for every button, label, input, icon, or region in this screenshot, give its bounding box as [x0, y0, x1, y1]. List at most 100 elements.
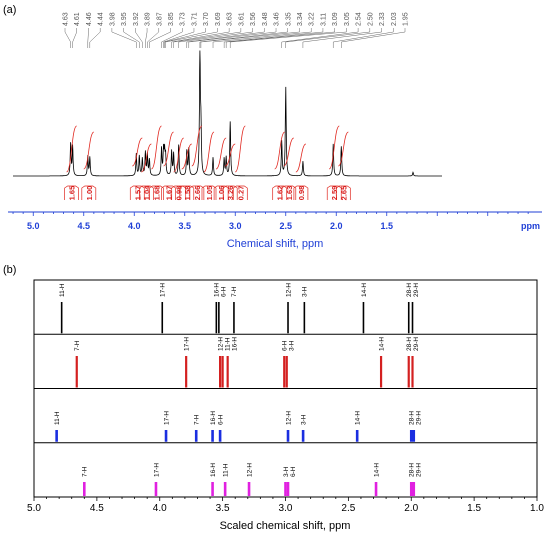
integral-curve — [283, 137, 295, 167]
peak-shift-label: 3.73 — [180, 12, 187, 26]
integral-value: 3.26 — [226, 186, 235, 201]
panel-a-label: (a) — [3, 4, 16, 16]
peak-shift-label: 4.44 — [98, 12, 105, 26]
peak-shift-label: 3.92 — [133, 12, 140, 26]
integral-curve — [337, 131, 349, 167]
peak-leader-line — [188, 28, 277, 48]
stick-label: 12-H — [285, 283, 292, 297]
integral-value: 1.67 — [165, 186, 174, 201]
peak-shift-label: 2.50 — [367, 12, 374, 26]
integral-bracket — [281, 185, 297, 200]
peak-leader-line — [111, 28, 137, 48]
stick-label: 14-H — [378, 337, 385, 351]
integral-curve — [66, 125, 78, 173]
stick-label: 3-H — [302, 286, 309, 297]
integral-curve — [83, 131, 95, 170]
peak-shift-label: 3.85 — [168, 12, 175, 26]
peak-shift-label: 3.56 — [250, 12, 257, 26]
peak-shift-label: 3.70 — [203, 12, 210, 26]
peak-shift-label: 3.63 — [227, 12, 234, 26]
x-axis-title-a: Chemical shift, ppm — [227, 238, 324, 250]
stick-label: 29-H — [413, 283, 420, 297]
stick-label: 28-H — [406, 283, 413, 297]
x-tick-label-a: 4.5 — [77, 221, 90, 231]
stick-label: 16-H — [214, 283, 221, 297]
x-tick-label-a: 2.5 — [279, 221, 292, 231]
peak-leader-line — [72, 28, 77, 48]
stick-label: 17-H — [160, 283, 167, 297]
stick-label: 6-H — [290, 466, 297, 477]
integral-bracket — [213, 185, 229, 200]
stick-label: 3-H — [300, 414, 307, 425]
peak-leader-line — [332, 28, 394, 48]
x-tick-label-a: 4.0 — [128, 221, 141, 231]
x-tick-label-b: 3.0 — [279, 503, 293, 514]
x-tick-label-b: 1.0 — [530, 503, 544, 514]
peak-shift-label: 3.05 — [344, 12, 351, 26]
peak-shift-label: 2.54 — [356, 12, 363, 26]
integral-bracket — [335, 185, 351, 200]
peak-leader-line — [285, 28, 371, 48]
peak-leader-line — [163, 28, 195, 48]
integral-bracket — [232, 185, 248, 200]
peak-shift-label: 2.03 — [391, 12, 398, 26]
peak-leader-line — [145, 28, 148, 48]
peak-shift-label: 4.61 — [74, 12, 81, 26]
x-tick-label-b: 2.0 — [404, 503, 418, 514]
integral-bracket — [189, 185, 205, 200]
peak-leader-line — [171, 28, 230, 48]
peak-shift-label: 3.34 — [297, 12, 304, 26]
peak-shift-label: 3.11 — [320, 13, 327, 26]
integral-curve — [151, 125, 162, 170]
integral-curve — [141, 143, 152, 173]
stick-label: 11-H — [222, 463, 229, 477]
spectrum-trace — [13, 50, 442, 177]
stick-label: 3-H — [289, 340, 296, 351]
stick-label: 11-H — [224, 337, 231, 351]
integral-curve — [203, 131, 215, 173]
peak-shift-label: 3.87 — [156, 12, 163, 26]
peak-shift-label: 3.89 — [145, 12, 152, 26]
integral-bracket — [64, 185, 79, 200]
peak-shift-label: 3.69 — [215, 12, 222, 26]
nmr-spectrum-panel: 4.63 4.61 4.46 4.44 3.98 3.95 3.92 3.89 3.87 3.85… — [8, 12, 542, 250]
peak-shift-label: 3.48 — [262, 12, 269, 26]
integral-value: 1.68 — [152, 186, 161, 201]
stick-label: 14-H — [354, 411, 361, 425]
integral-bracket — [81, 185, 97, 200]
peak-leader-line — [178, 28, 253, 48]
integral-curve — [224, 143, 236, 167]
integral-value: 1.00 — [85, 186, 94, 201]
peak-leader-line — [64, 28, 71, 48]
peak-leader-line — [200, 28, 300, 48]
x-tick-label-a: 5.0 — [27, 221, 40, 231]
peak-shift-label: 4.46 — [86, 12, 93, 26]
stick-label: 7-H — [231, 286, 238, 297]
peak-leader-line — [173, 28, 242, 48]
scaled-shift-panel: 11-H 17-H 16-H 6-H 7-H 12-H 3-H 14-H 28-H 29-H7-H… — [27, 279, 544, 532]
peak-shift-label: 3.35 — [285, 12, 292, 26]
integral-curve — [132, 137, 143, 167]
peak-leader-line — [341, 28, 406, 48]
integral-value: 2.65 — [339, 186, 348, 201]
x-tick-label-b: 5.0 — [27, 503, 41, 514]
integral-bracket — [326, 185, 342, 200]
integral-bracket — [201, 185, 217, 200]
peak-leader-line — [164, 28, 206, 48]
integral-curve — [295, 143, 307, 173]
integral-value: 1.62 — [276, 186, 285, 201]
stick-label: 12-H — [217, 337, 224, 351]
stick-label: 6-H — [217, 414, 224, 425]
integral-value: 2.66 — [193, 186, 202, 201]
stick-label: 6-H — [221, 286, 228, 297]
stick-label: 28-H — [409, 411, 416, 425]
integral-bracket — [139, 185, 154, 200]
x-tick-label-b: 4.5 — [90, 503, 104, 514]
integral-value: 1.06 — [217, 186, 226, 201]
integral-bracket — [179, 185, 195, 200]
integral-bracket — [222, 185, 238, 200]
stick-label: 29-H — [413, 337, 420, 351]
peak-leader-line — [149, 28, 171, 48]
stick-label: 29-H — [416, 463, 423, 477]
stick-label: 17-H — [153, 463, 160, 477]
